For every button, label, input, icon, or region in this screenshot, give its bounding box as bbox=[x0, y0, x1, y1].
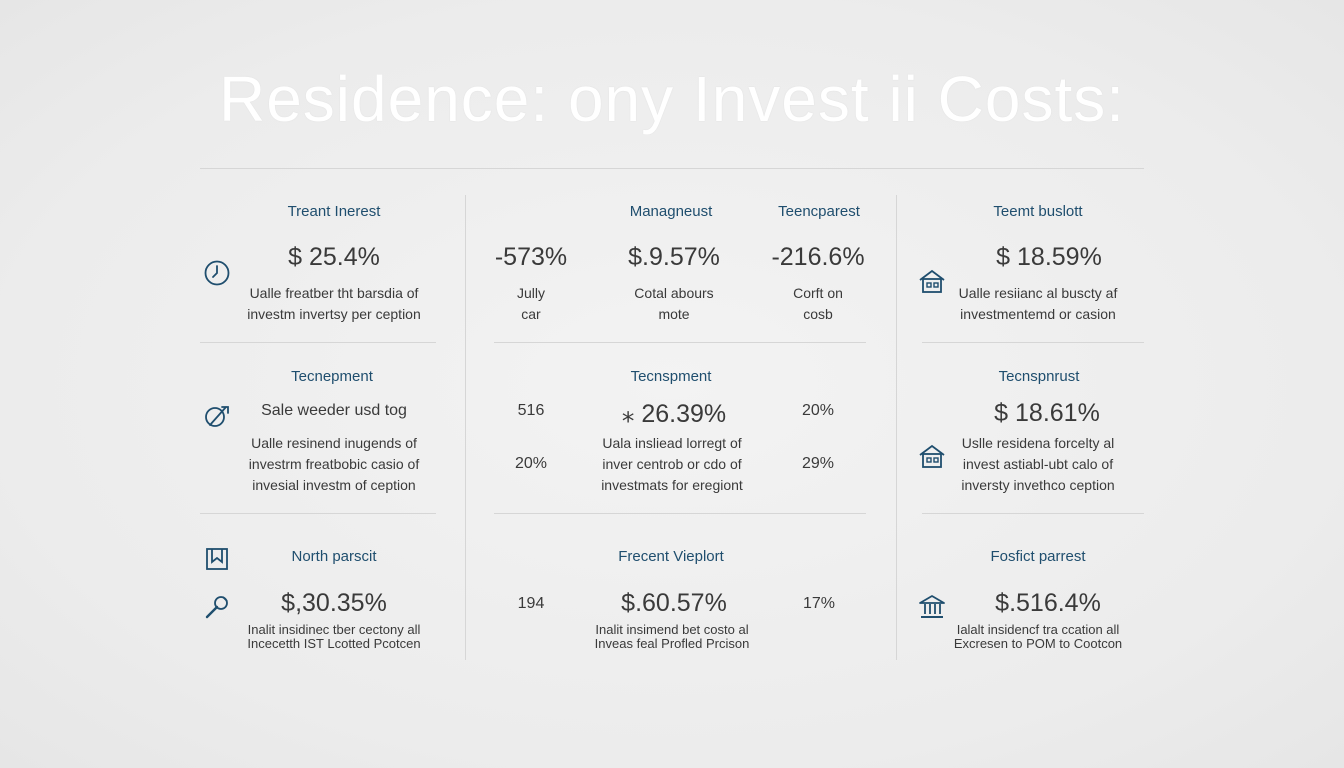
left-r2-desc-line3: invesial investm of ception bbox=[252, 477, 416, 493]
right-row-divider-2 bbox=[922, 513, 1144, 514]
middle-r1-left-desc-line2: car bbox=[521, 306, 541, 322]
right-r1-desc-line2: investmentemd or casion bbox=[960, 306, 1116, 322]
right-r3-desc-line2: Excresen to POM to Cootcon bbox=[953, 636, 1123, 651]
middle-r3-header: Frecent Vieplort bbox=[618, 548, 724, 565]
right-r3-desc-line1: Ialalt insidencf tra ccation all bbox=[956, 622, 1120, 637]
right-r2-value: $ 18.61% bbox=[994, 399, 1100, 427]
left-r1-value: $ 25.4% bbox=[288, 243, 380, 271]
bank-icon bbox=[917, 592, 947, 622]
left-r2-subtitle: Sale weeder usd tog bbox=[261, 402, 407, 419]
middle-r1-header-center: Managneust bbox=[629, 203, 713, 220]
middle-r3-center-desc-line2: Inveas feal Profled Prcison bbox=[594, 636, 750, 651]
right-r3-header: Fosfict parrest bbox=[990, 548, 1086, 565]
middle-row-divider-2 bbox=[494, 513, 866, 514]
right-r3-value: $.516.4% bbox=[995, 589, 1101, 617]
right-r2-desc-line1: Uslle residena forcelty al bbox=[961, 435, 1115, 451]
clock-icon bbox=[202, 258, 232, 288]
building-icon bbox=[202, 544, 232, 574]
right-r2-header: Tecnspnrust bbox=[998, 368, 1080, 385]
middle-r2-right-bottom: 29% bbox=[801, 455, 835, 472]
left-r2-desc-line1: Ualle resinend inugends of bbox=[251, 435, 417, 451]
middle-r1-left-desc-line1: Jully bbox=[516, 285, 545, 301]
middle-r3-left-value: 194 bbox=[517, 595, 545, 612]
left-row-divider-1 bbox=[200, 342, 436, 343]
left-r2-desc-line2: investrm freatbobic casio of bbox=[248, 456, 420, 472]
middle-r1-left-value: -573% bbox=[494, 243, 568, 271]
middle-r3-right-value: 17% bbox=[802, 595, 836, 612]
middle-r2-center-desc-line2: inver centrob or cdo of bbox=[602, 456, 742, 472]
middle-r1-center-value: $.9.57% bbox=[628, 243, 720, 271]
middle-r2-center-value: ⁎ 26.39% bbox=[621, 400, 727, 428]
middle-r1-right-value: -216.6% bbox=[771, 243, 865, 271]
column-divider-right bbox=[896, 195, 897, 660]
right-row-divider-1 bbox=[922, 342, 1144, 343]
left-r1-header: Treant Inerest bbox=[287, 203, 381, 220]
right-r1-value: $ 18.59% bbox=[996, 243, 1102, 271]
wrench-icon bbox=[202, 592, 232, 622]
right-r1-desc-line1: Ualle resiianc al buscty af bbox=[958, 285, 1118, 301]
column-divider-left bbox=[465, 195, 466, 660]
leaf-pen-icon bbox=[202, 401, 232, 431]
middle-r2-center-desc-line1: Uala insliead lorregt of bbox=[602, 435, 742, 451]
middle-r2-left-top: 516 bbox=[517, 402, 545, 419]
middle-r1-center-desc-line2: mote bbox=[658, 306, 690, 322]
right-r1-header: Teemt buslott bbox=[993, 203, 1083, 220]
house-icon bbox=[917, 266, 947, 296]
house-icon bbox=[917, 441, 947, 471]
title-divider bbox=[200, 168, 1144, 169]
middle-r3-center-value: $.60.57% bbox=[621, 589, 727, 617]
middle-r1-center-desc-line1: Cotal abours bbox=[634, 285, 714, 301]
middle-r1-right-desc-line2: cosb bbox=[803, 306, 833, 322]
middle-r2-right-top: 20% bbox=[801, 402, 835, 419]
middle-r3-center-desc-line1: Inalit insimend bet costo al bbox=[595, 622, 749, 637]
left-r1-desc-line2: investm invertsy per ception bbox=[247, 306, 421, 322]
middle-r1-header-right: Teencparest bbox=[778, 203, 860, 220]
middle-r2-center-desc-line3: investmats for eregiont bbox=[601, 477, 743, 493]
middle-r2-left-bottom: 20% bbox=[514, 455, 548, 472]
page-title: Residence: ony Invest ii Costs: bbox=[218, 63, 1126, 135]
left-r3-header: North parscit bbox=[291, 548, 377, 565]
middle-r1-right-desc-line1: Corft on bbox=[793, 285, 843, 301]
left-r3-desc-line1: Inalit insidinec tber cectony all bbox=[247, 622, 421, 637]
middle-row-divider-1 bbox=[494, 342, 866, 343]
right-r2-desc-line3: inversty invethco ception bbox=[961, 477, 1115, 493]
left-r2-header: Tecnepment bbox=[291, 368, 373, 385]
left-r1-desc-line1: Ualle freatber tht barsdia of bbox=[249, 285, 419, 301]
left-r3-desc-line2: Incecetth IST Lcotted Pcotcen bbox=[247, 636, 421, 651]
left-row-divider-2 bbox=[200, 513, 436, 514]
middle-r2-header: Tecnspment bbox=[630, 368, 712, 385]
left-r3-value: $,30.35% bbox=[281, 589, 387, 617]
right-r2-desc-line2: invest astiabl-ubt calo of bbox=[962, 456, 1114, 472]
